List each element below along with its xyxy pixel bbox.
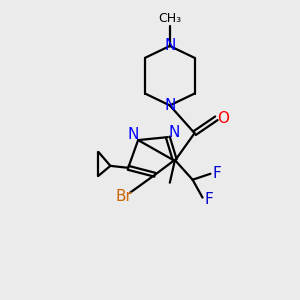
Text: N: N [128, 127, 139, 142]
Text: N: N [168, 125, 179, 140]
Text: N: N [164, 38, 176, 53]
Text: O: O [217, 111, 229, 126]
Text: Br: Br [116, 189, 133, 204]
Text: N: N [164, 98, 176, 113]
Text: F: F [212, 166, 221, 181]
Text: F: F [204, 192, 213, 207]
Text: CH₃: CH₃ [158, 12, 182, 25]
